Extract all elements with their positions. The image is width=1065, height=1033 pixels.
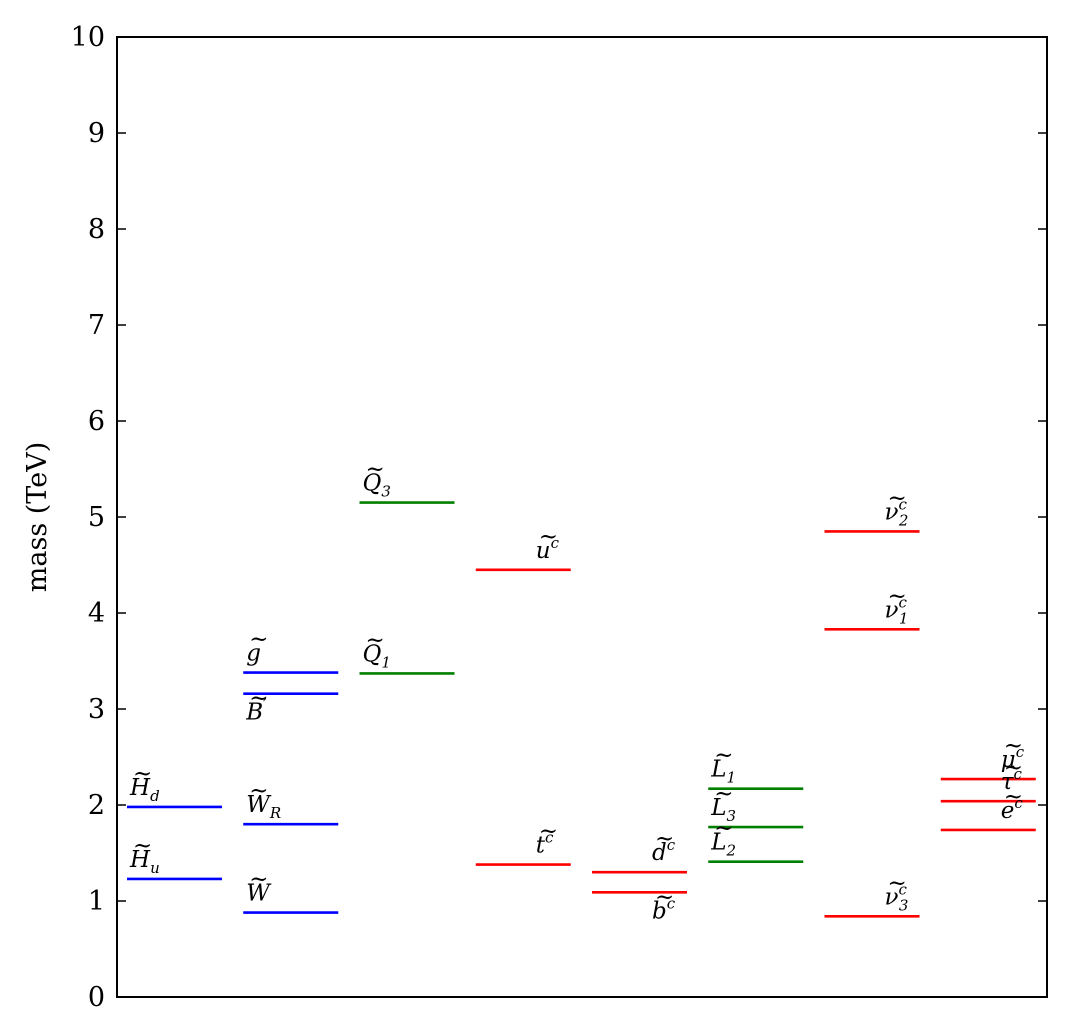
level-label-text: tc [536, 829, 554, 859]
tilde-mark: ~ [249, 778, 268, 804]
tilde-mark: ~ [1004, 755, 1023, 781]
level-label: ~Q1 [363, 627, 391, 671]
y-axis-ticks: 0 1 2 3 4 5 6 7 8 9 10 [71, 22, 1047, 1013]
level-label: ~WR [246, 778, 281, 822]
level-label: ~uc [536, 524, 560, 564]
level-label-text: νc 2 [885, 495, 909, 529]
tilde-mark: ~ [249, 867, 268, 893]
y-tick-label: 9 [88, 118, 105, 149]
level-label-text: WR [246, 792, 281, 822]
y-axis-label: mass (TeV) [22, 442, 53, 592]
level-label-text: L2 [710, 830, 736, 860]
level-label-text: Hd [129, 775, 160, 805]
level-label: ~dc [652, 826, 676, 866]
y-tick-label: 7 [88, 310, 105, 341]
tilde-mark: ~ [539, 819, 558, 845]
level-label: ~τc [1001, 755, 1023, 795]
level-label: ~L2 [710, 816, 736, 860]
mass-levels [127, 501, 1036, 918]
level-label-text: uc [536, 534, 560, 564]
tilde-mark: ~ [714, 781, 733, 807]
level-label-text: ec [1001, 794, 1024, 824]
y-tick-label: 8 [88, 214, 105, 245]
y-tick-label: 2 [88, 790, 105, 821]
tilde-mark: ~ [888, 583, 907, 609]
level-label: ~tc [536, 819, 558, 859]
level-label: ~Q3 [363, 457, 391, 501]
tilde-mark: ~ [1004, 784, 1023, 810]
level-label: ~W [246, 867, 272, 907]
level-label: ~bc [652, 884, 676, 924]
y-tick-label: 10 [71, 22, 105, 53]
level-label-text: Hu [129, 847, 160, 877]
y-tick-label: 5 [88, 502, 105, 533]
level-label-text: Q3 [363, 471, 391, 501]
plot-frame [116, 36, 1048, 998]
level-label: ~L1 [710, 743, 736, 787]
tilde-mark: ~ [366, 457, 385, 483]
tilde-mark: ~ [714, 816, 733, 842]
level-label-text: B′ [245, 696, 267, 726]
y-tick-label: 6 [88, 406, 105, 437]
y-tick-label: 4 [88, 598, 105, 629]
tilde-mark: ~ [249, 686, 268, 712]
level-label: ~νc 1 [885, 583, 909, 627]
y-tick-label: 3 [88, 694, 105, 725]
y-tick-label: 0 [88, 982, 105, 1013]
level-label-text: νc 3 [885, 880, 909, 914]
tilde-mark: ~ [714, 743, 733, 769]
tilde-mark: ~ [133, 833, 152, 859]
tilde-mark: ~ [133, 761, 152, 787]
level-label-text: dc [652, 836, 676, 866]
level-label-text: Q1 [363, 641, 391, 671]
level-label: ~g [246, 627, 268, 667]
y-tick-label: 1 [88, 886, 105, 917]
level-label-text: W [246, 881, 272, 907]
level-label: ~μc [1001, 733, 1025, 773]
level-label: ~Hd [129, 761, 160, 805]
level-label: ~B′ [245, 686, 268, 726]
level-label: ~Hu [129, 833, 160, 877]
level-label-text: τc [1001, 765, 1023, 795]
level-label-text: g [246, 641, 261, 667]
level-label: ~νc 2 [885, 485, 909, 529]
level-labels: ~Hd~Hu~g~B′~WR~W~Q3~Q1~uc~tc ~dc~bc~L1~L3… [129, 457, 1025, 925]
level-label: ~νc 3 [885, 870, 909, 914]
tilde-mark: ~ [655, 826, 674, 852]
tilde-mark: ~ [249, 627, 268, 653]
tilde-mark: ~ [888, 870, 907, 896]
level-label: ~L3 [710, 781, 736, 825]
tilde-mark: ~ [539, 524, 558, 550]
level-label-text: μc [1001, 743, 1025, 773]
tilde-mark: ~ [655, 884, 674, 910]
tilde-mark: ~ [888, 485, 907, 511]
tilde-mark: ~ [366, 627, 385, 653]
tilde-mark: ~ [1004, 733, 1023, 759]
level-label-text: L3 [710, 795, 736, 825]
level-label: ~ec [1001, 784, 1024, 824]
level-label-text: νc 1 [885, 593, 909, 627]
level-label-text: bc [652, 894, 676, 924]
level-label-text: L1 [710, 757, 736, 787]
